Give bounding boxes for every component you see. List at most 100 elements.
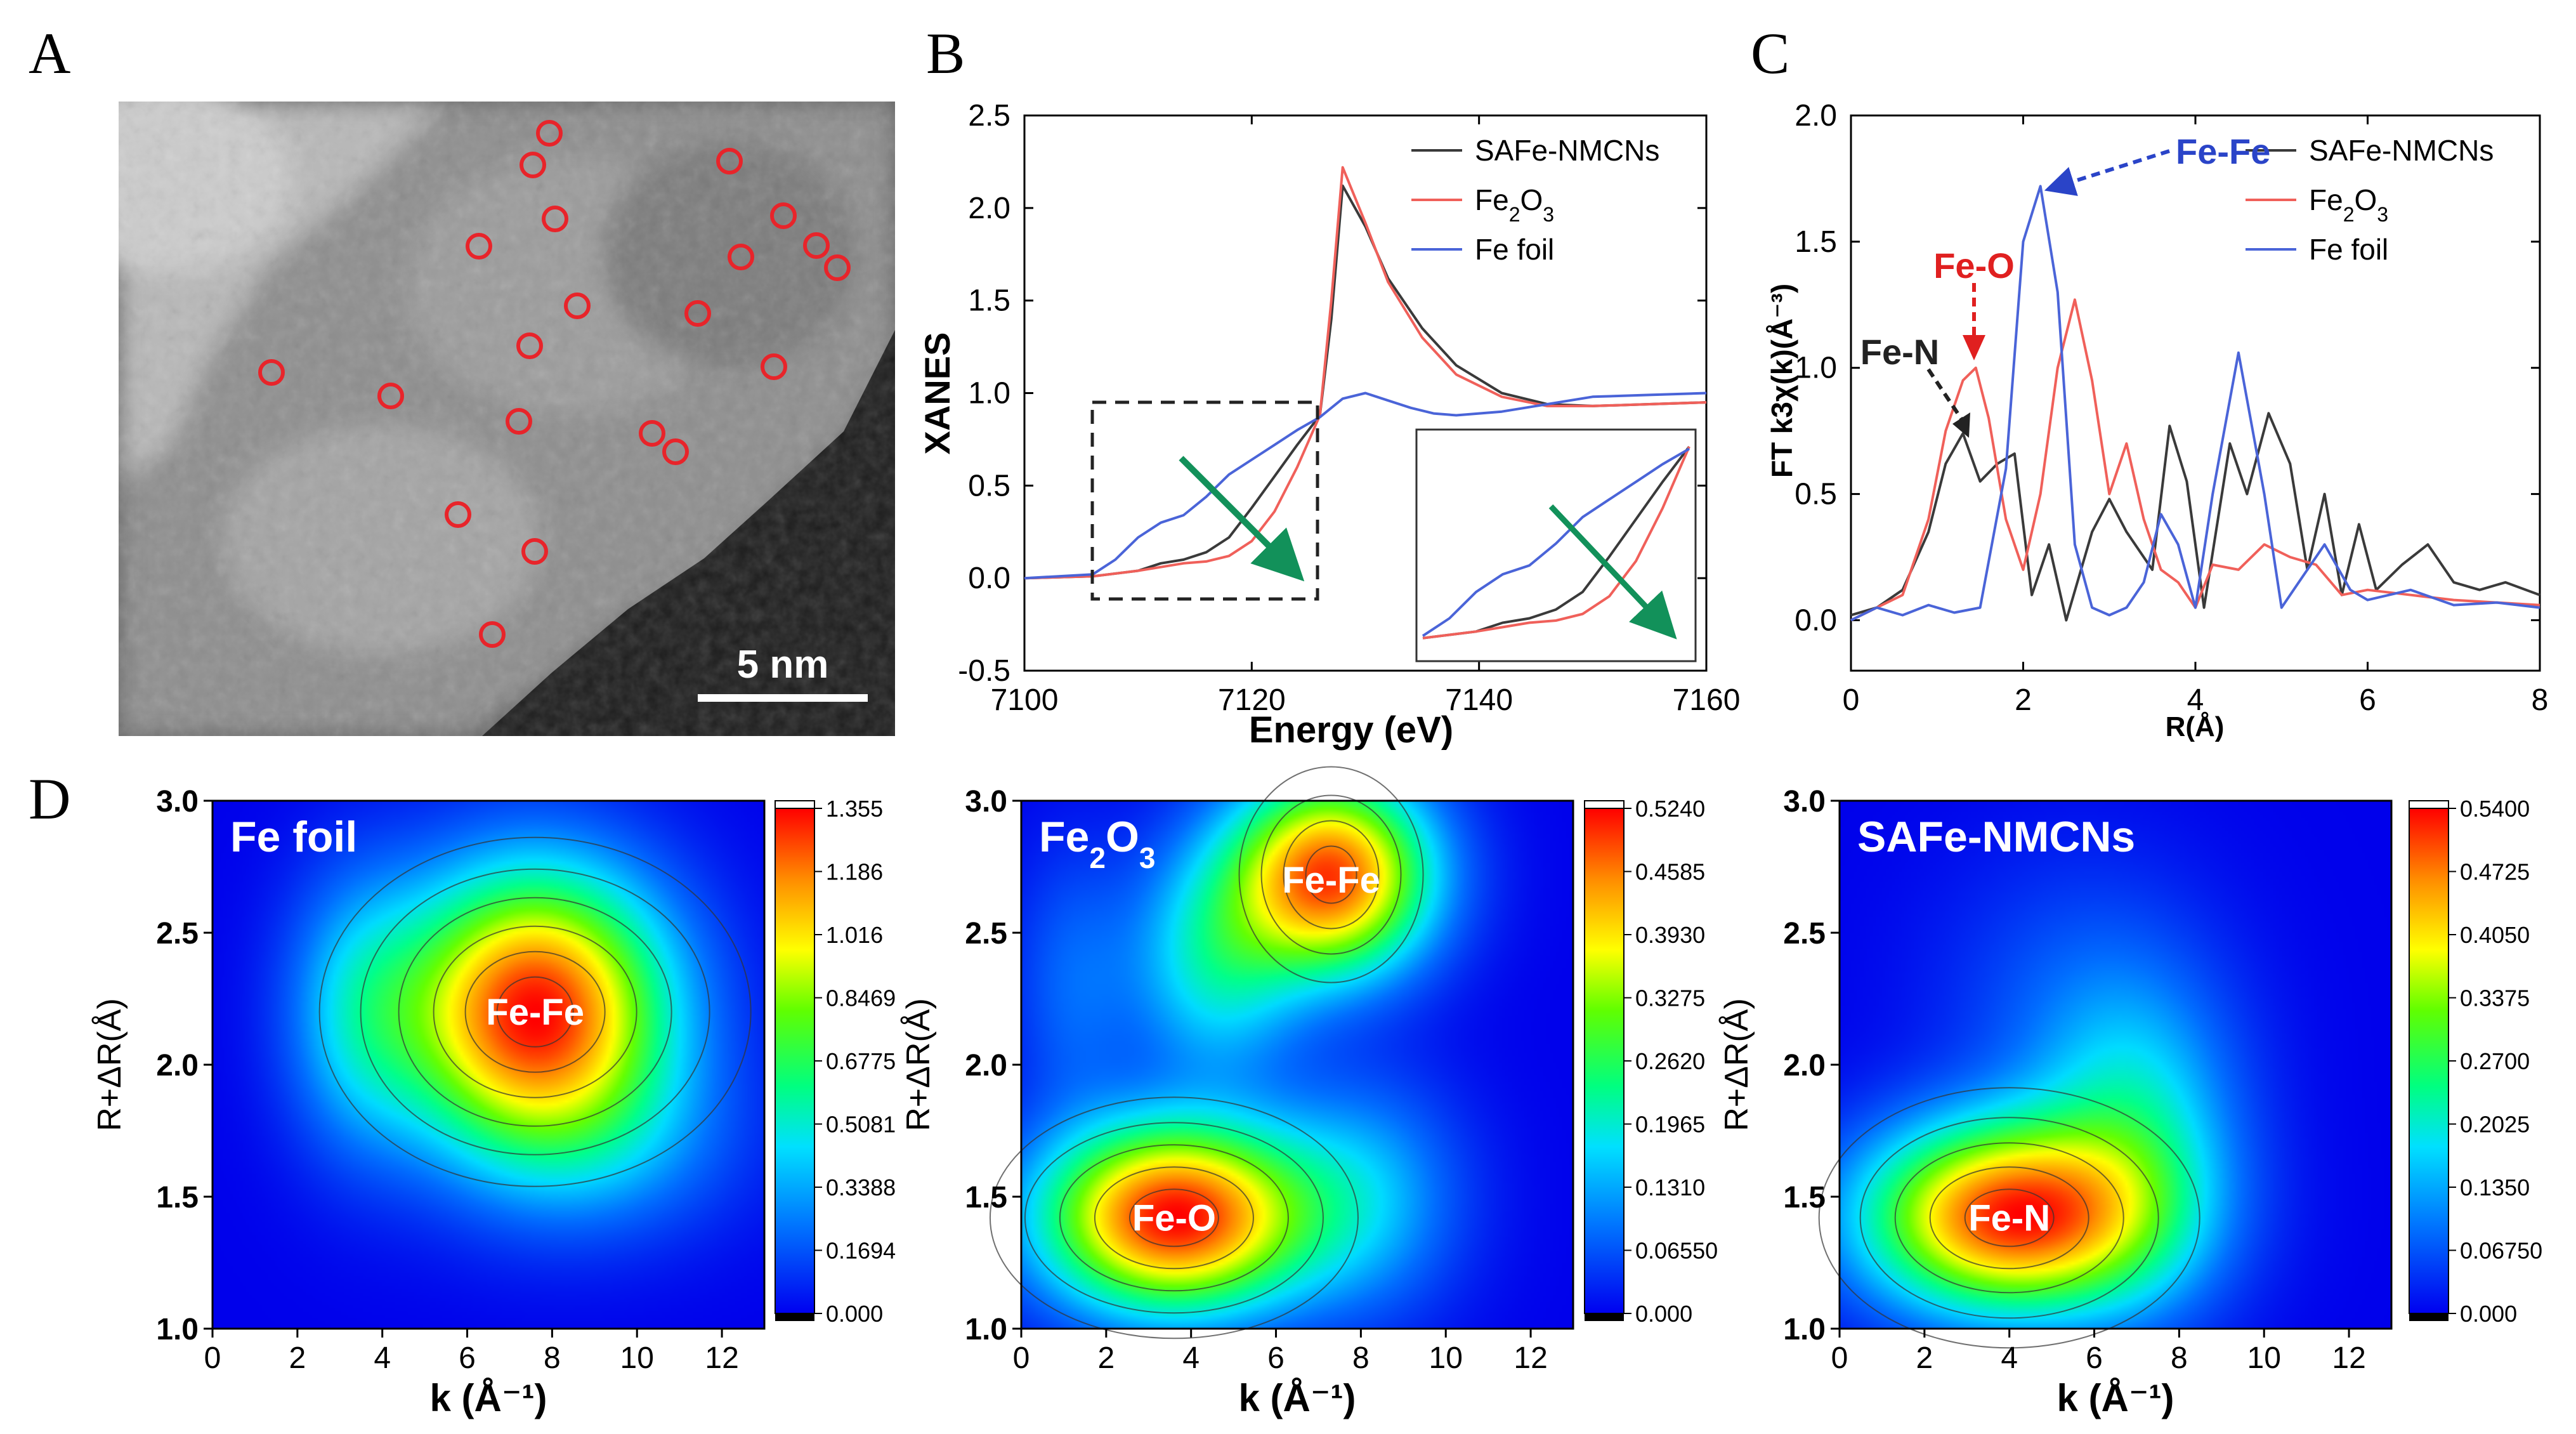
colorbar-tick-label: 0.6775: [826, 1048, 896, 1074]
annotation-fe-n: Fe-N: [1860, 332, 1939, 372]
colorbar-tick-label: 0.000: [2460, 1301, 2517, 1327]
series-line-fe2o3: [1024, 166, 1707, 580]
colorbar-tick-label: 0.3930: [1635, 922, 1705, 948]
x-tick-label: 8: [1352, 1341, 1370, 1375]
single-atom-marker: [564, 293, 591, 319]
colorbar-top-cap: [1584, 800, 1625, 809]
x-tick-label: 7140: [1445, 683, 1513, 717]
contour-line: [1818, 1087, 2200, 1349]
map-y-axis-label: R+ΔR(Å): [1718, 998, 1755, 1131]
y-tick-label: 0.0: [1795, 603, 1837, 637]
series-line-fe-foil: [1850, 185, 2540, 622]
colorbar: [2409, 808, 2449, 1314]
colorbar-tick-label: 0.3275: [1635, 985, 1705, 1011]
colorbar-tick-label: 0.1310: [1635, 1174, 1705, 1200]
micrograph-panel: 5 nm: [119, 102, 895, 736]
y-tick-label: 0.0: [968, 562, 1010, 595]
ft-y-axis-label: FT k3χ(k)(Å⁻³): [1765, 284, 1798, 478]
contour-line: [1929, 1166, 2089, 1270]
x-tick-label: 0: [1843, 683, 1860, 717]
colorbar-tick-label: 0.2700: [2460, 1048, 2530, 1074]
scale-bar-label: 5 nm: [737, 643, 829, 687]
single-atom-marker: [516, 332, 543, 359]
single-atom-marker: [824, 254, 851, 281]
y-tick-label: 3.0: [965, 785, 1007, 819]
y-tick-label: 2.0: [968, 192, 1010, 225]
xanes-y-axis-label: XANES: [917, 332, 957, 455]
panel-label-a: A: [29, 21, 70, 86]
single-atom-marker: [521, 538, 548, 565]
y-tick-label: 1.5: [1783, 1181, 1826, 1214]
colorbar-tick-label: 0.06750: [2460, 1238, 2542, 1264]
peak-label: Fe-Fe: [1282, 860, 1380, 901]
contour-line: [989, 1096, 1359, 1339]
colorbar-tick-label: 0.3375: [2460, 985, 2530, 1011]
y-tick-label: 1.0: [1783, 1313, 1826, 1346]
x-tick-label: 8: [2532, 683, 2549, 717]
map-x-axis-label: k (Å⁻¹): [430, 1377, 547, 1419]
y-tick-label: 2.0: [1783, 1049, 1826, 1082]
single-atom-marker: [761, 353, 787, 380]
colorbar-tick-label: 0.1965: [1635, 1112, 1705, 1138]
single-atom-marker: [684, 300, 711, 327]
y-tick-label: 2.5: [965, 917, 1007, 951]
y-tick-label: 1.0: [156, 1313, 199, 1346]
colorbar-tick-label: 1.016: [826, 922, 883, 948]
ft-x-axis-label: R(Å): [2166, 711, 2225, 742]
colorbar-tick-label: 1.355: [826, 796, 883, 822]
y-tick-label: -0.5: [958, 654, 1010, 688]
x-tick-label: 7120: [1218, 683, 1286, 717]
x-tick-label: 0: [204, 1341, 221, 1375]
colorbar: [1584, 808, 1625, 1314]
panel-label-d: D: [29, 766, 70, 831]
map-x-axis-label: k (Å⁻¹): [2057, 1377, 2174, 1419]
xanes-x-axis-label: Energy (eV): [1249, 709, 1453, 751]
scale-bar: [698, 694, 868, 702]
panel-label-b: B: [926, 21, 965, 86]
legend-label: Fe foil: [1475, 233, 1554, 266]
y-tick-label: 3.0: [156, 785, 199, 819]
y-tick-label: 1.5: [1795, 225, 1837, 259]
single-atom-marker: [536, 120, 563, 147]
single-atom-marker: [377, 383, 404, 409]
contour-line: [433, 925, 637, 1098]
heatmap-field: [1840, 801, 2391, 1329]
single-atom-marker: [466, 233, 492, 260]
x-tick-label: 4: [2001, 1341, 2018, 1375]
map-x-axis-label: k (Å⁻¹): [1239, 1377, 1356, 1419]
x-tick-label: 12: [705, 1341, 738, 1375]
contour-line: [1283, 820, 1380, 930]
x-tick-label: 2: [1916, 1341, 1933, 1375]
y-tick-label: 1.5: [968, 284, 1010, 318]
colorbar-tick-label: 0.4050: [2460, 922, 2530, 948]
x-tick-label: 2: [2015, 683, 2032, 717]
y-tick-label: 1.5: [156, 1181, 199, 1214]
legend-label: SAFe-NMCNs: [1475, 134, 1659, 167]
contour-line: [1260, 794, 1402, 955]
x-tick-label: 4: [2187, 683, 2204, 717]
contour-line: [398, 897, 672, 1127]
x-tick-label: 2: [289, 1341, 306, 1375]
colorbar-top-cap: [2409, 800, 2449, 809]
annotation-fe-o: Fe-O: [1933, 246, 2015, 286]
colorbar-tick-label: 0.000: [1635, 1301, 1692, 1327]
colorbar-tick-label: 0.1694: [826, 1238, 896, 1264]
map-y-axis-label: R+ΔR(Å): [91, 998, 128, 1131]
peak-label: Fe-O: [1132, 1197, 1216, 1239]
x-tick-label: 7160: [1673, 683, 1741, 717]
single-atom-marker: [520, 152, 546, 178]
ft-plot-frame: [1850, 114, 2541, 672]
single-atom-marker: [716, 148, 743, 174]
single-atom-marker: [803, 232, 830, 259]
single-atom-marker: [639, 420, 665, 447]
map-y-axis-label: R+ΔR(Å): [900, 998, 937, 1131]
contour-line: [496, 976, 574, 1048]
series-line-fe2o3: [1850, 298, 2540, 622]
colorbar-tick-label: 0.3388: [826, 1174, 896, 1200]
legend-label: Fe foil: [2309, 233, 2388, 266]
inset-series-line: [1422, 447, 1690, 637]
x-tick-label: 2: [1097, 1341, 1115, 1375]
contour-line: [360, 868, 710, 1155]
contour-line: [1059, 1144, 1289, 1292]
single-atom-marker: [445, 501, 471, 528]
